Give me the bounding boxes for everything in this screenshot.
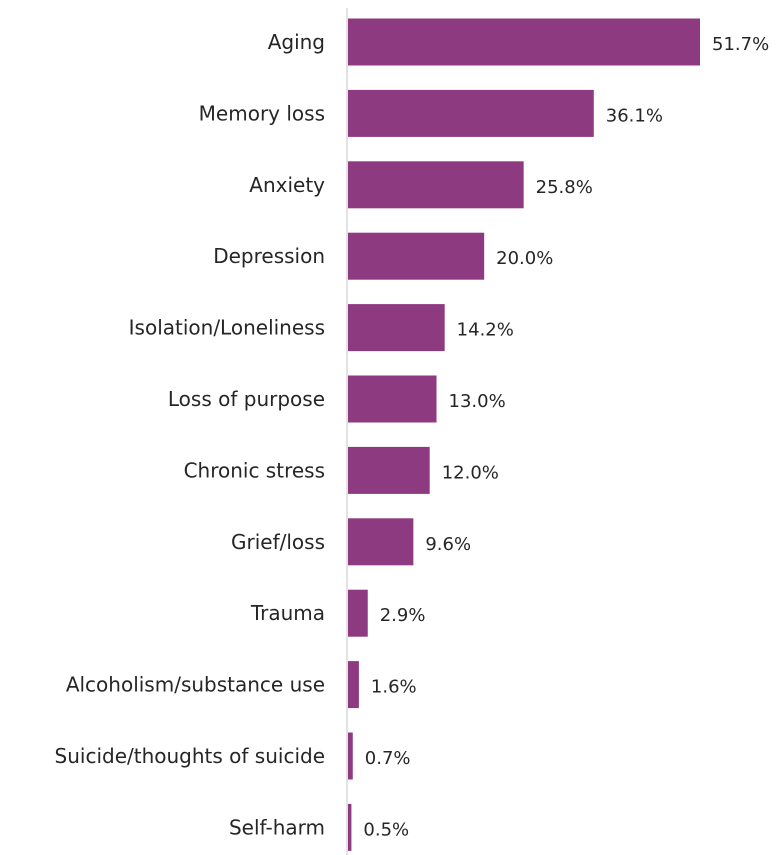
category-label: Self-harm <box>229 815 325 839</box>
bar <box>348 518 414 566</box>
bar <box>348 589 368 637</box>
bar <box>348 18 700 66</box>
value-label: 20.0% <box>496 248 553 269</box>
category-label: Grief/loss <box>231 530 325 554</box>
bar <box>348 661 359 709</box>
value-label: 36.1% <box>606 105 663 126</box>
bar <box>348 232 485 280</box>
category-label: Anxiety <box>249 173 325 197</box>
category-label: Memory loss <box>199 101 325 125</box>
value-label: 1.6% <box>371 677 417 698</box>
bar <box>348 89 594 137</box>
value-label: 0.7% <box>365 748 411 769</box>
bar <box>348 161 524 209</box>
value-label: 51.7% <box>712 34 769 55</box>
bars-group <box>348 18 700 851</box>
category-label: Chronic stress <box>184 458 325 482</box>
value-label: 13.0% <box>449 391 506 412</box>
value-label: 12.0% <box>442 462 499 483</box>
category-labels: Aging Memory loss Anxiety Depression Isolati… <box>55 30 326 839</box>
category-label: Isolation/Loneliness <box>129 316 325 340</box>
bar <box>348 803 352 851</box>
bar <box>348 446 430 494</box>
value-label: 14.2% <box>457 320 514 341</box>
category-label: Trauma <box>250 601 325 625</box>
category-label: Aging <box>268 30 325 54</box>
value-label: 0.5% <box>363 819 409 840</box>
value-label: 9.6% <box>425 534 471 555</box>
value-label: 25.8% <box>536 177 593 198</box>
category-label: Suicide/thoughts of suicide <box>55 744 325 768</box>
category-label: Loss of purpose <box>168 387 325 411</box>
category-label: Alcoholism/substance use <box>66 673 325 697</box>
value-labels: 51.7% 36.1% 25.8% 20.0% 14.2% 13.0% 12.0% 9.6% 2… <box>363 34 769 840</box>
bar <box>348 732 353 780</box>
bar <box>348 375 437 423</box>
category-label: Depression <box>213 244 325 268</box>
value-label: 2.9% <box>380 605 426 626</box>
bar <box>348 304 445 352</box>
